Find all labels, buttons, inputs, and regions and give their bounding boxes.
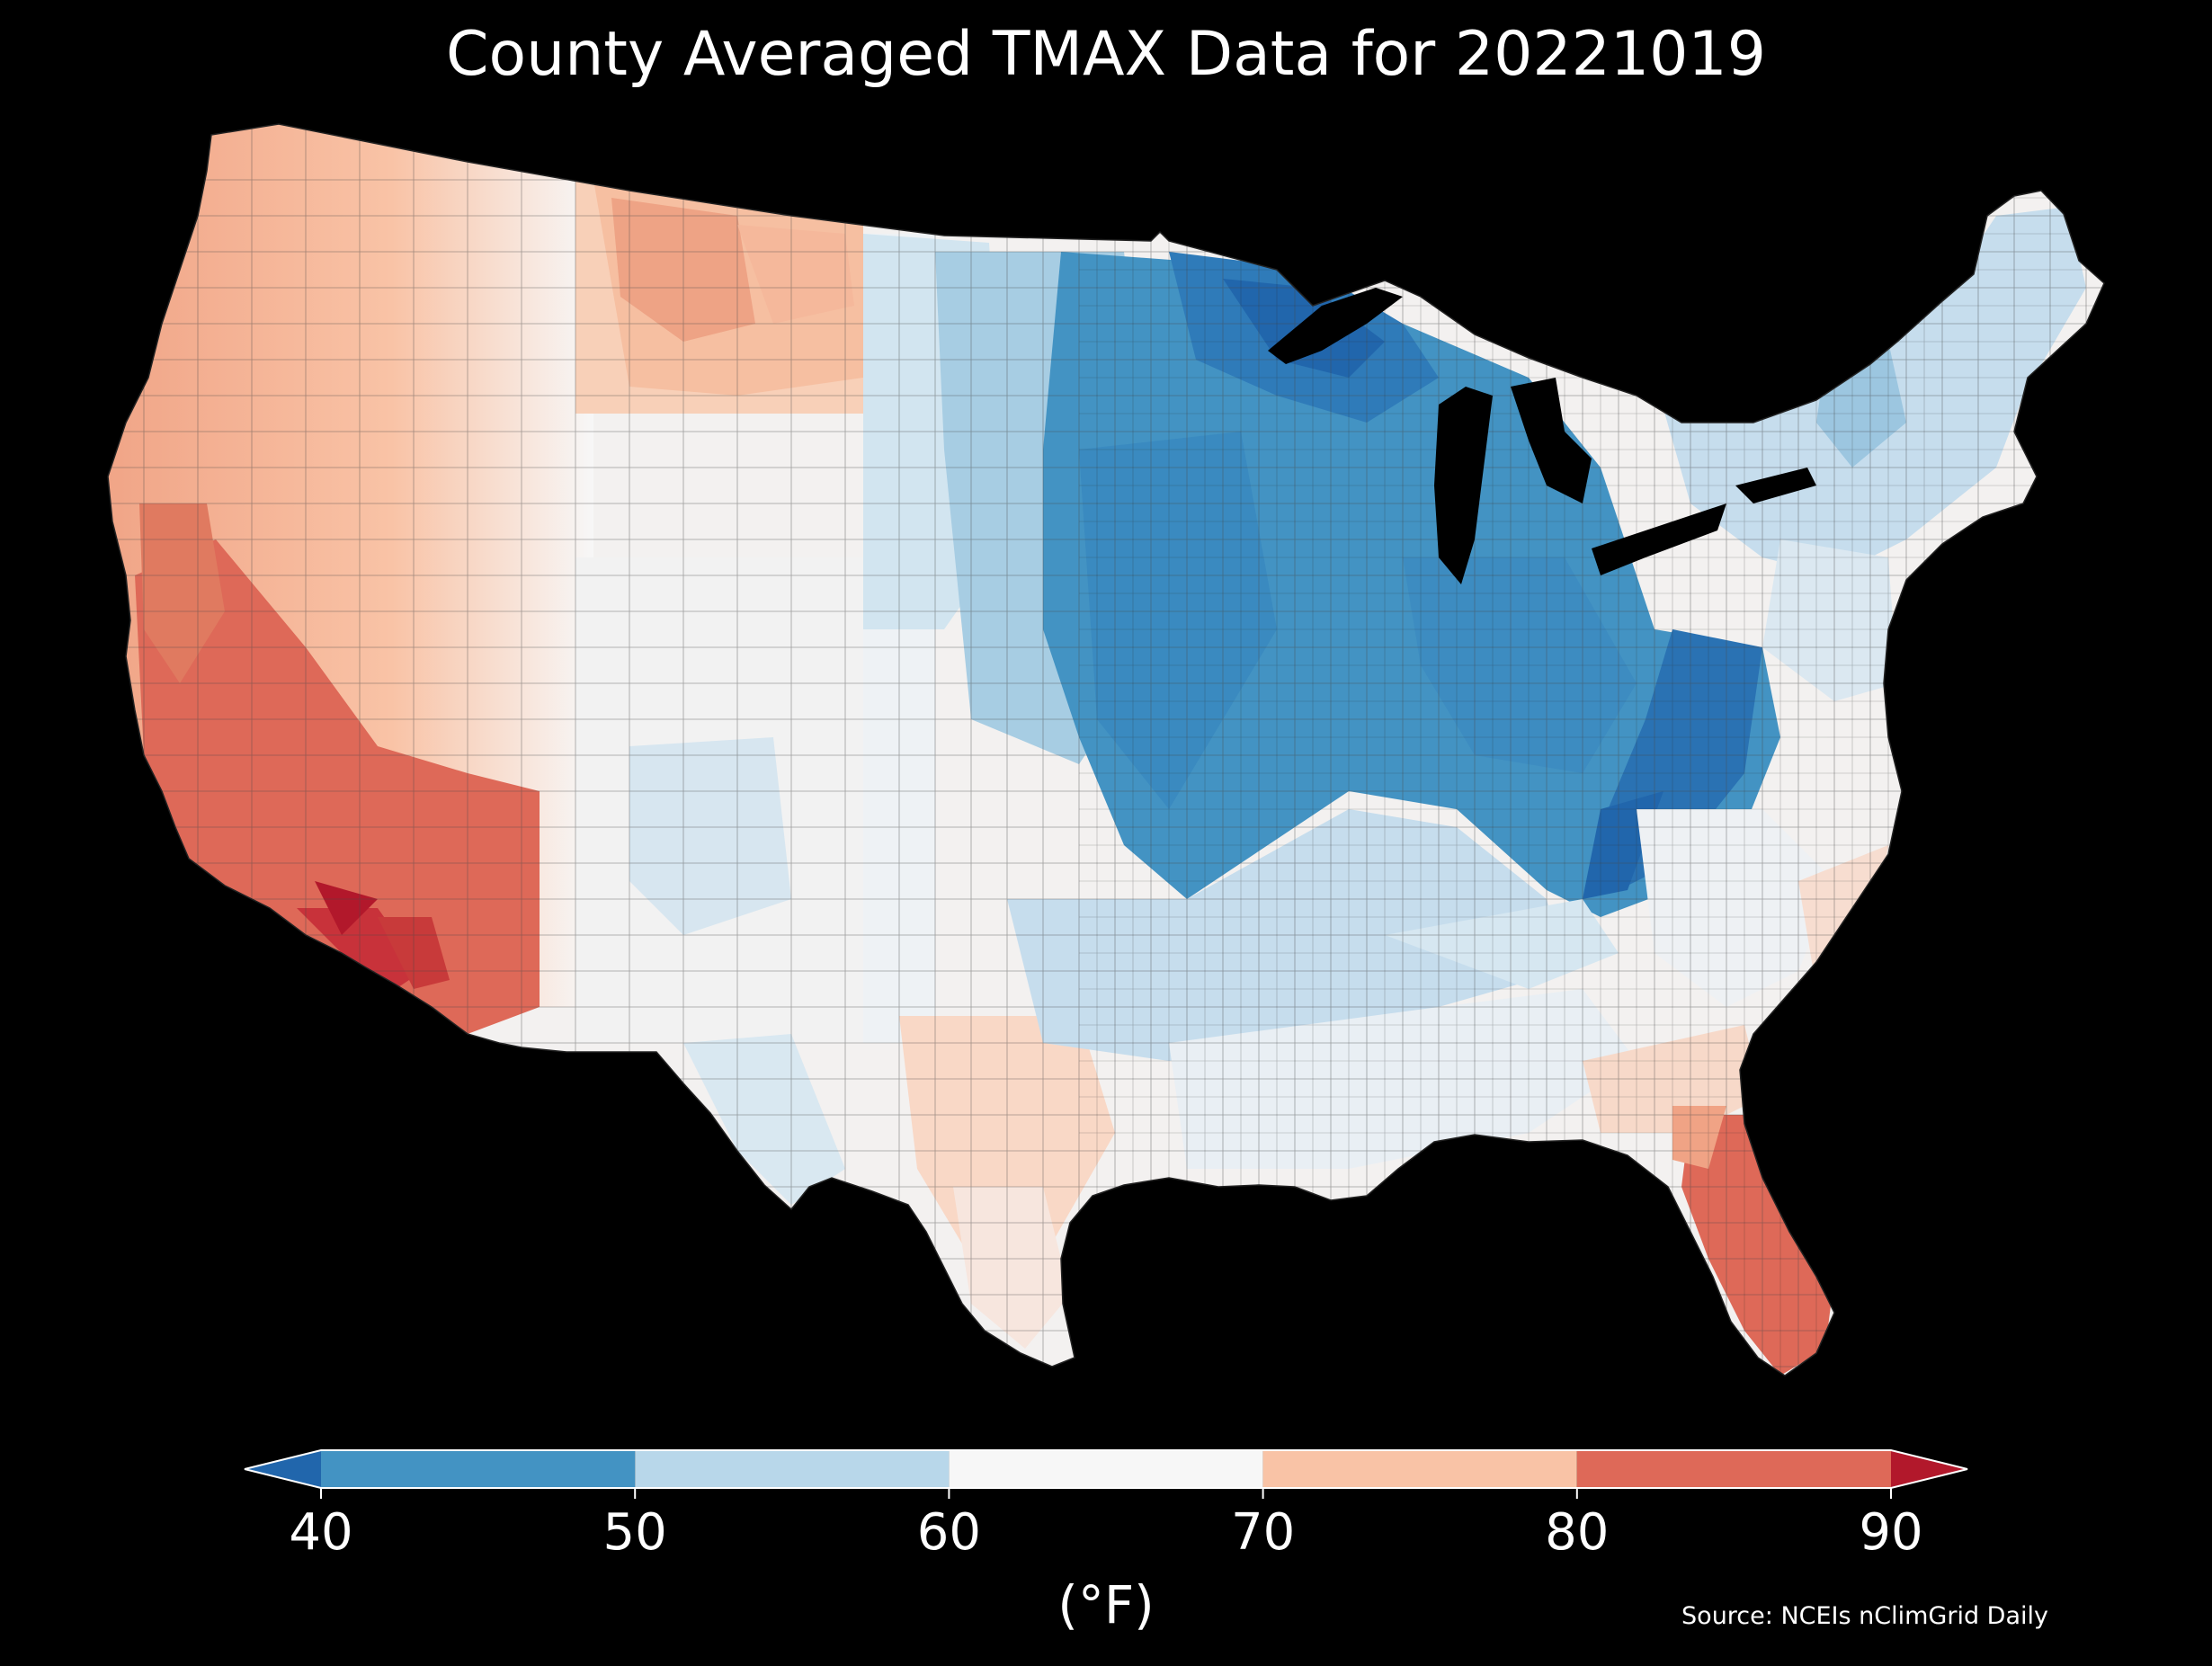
- colorbar-unit-label: (°F): [1057, 1574, 1155, 1635]
- source-credit: Source: NCEIs nClimGrid Daily: [1681, 1602, 2048, 1630]
- colorbar-bin-70-80: [1262, 1450, 1577, 1488]
- colorbar-bins: [321, 1450, 1891, 1488]
- colorbar-bin-40-50: [321, 1450, 636, 1488]
- colorbar-tick-label-60: 60: [916, 1503, 982, 1562]
- great-lakes: [1268, 288, 1816, 584]
- choropleth-map: [107, 123, 2105, 1376]
- colorbar-outline: [244, 1449, 1968, 1489]
- colorbar-under-triangle: [245, 1450, 321, 1488]
- colorbar-tick-label-70: 70: [1230, 1503, 1296, 1562]
- us-outline: [107, 123, 2105, 1376]
- colorbar-bin-80-90: [1576, 1450, 1891, 1488]
- colorbar-bin-50-60: [635, 1450, 950, 1488]
- county-fill-layer: [108, 124, 2104, 1376]
- colorbar-tick-label-50: 50: [602, 1503, 667, 1562]
- map-title: County Averaged TMAX Data for 20221019: [446, 19, 1766, 90]
- colorbar-tick-label-80: 80: [1545, 1503, 1610, 1562]
- colorbar-tick-label-90: 90: [1859, 1503, 1923, 1562]
- colorbar-bin-60-70: [949, 1450, 1263, 1488]
- colorbar-over-triangle: [1891, 1450, 1967, 1488]
- map-area: [107, 123, 2105, 1376]
- colorbar-tick-marks: [320, 1488, 1892, 1499]
- colorbar-tick-label-40: 40: [289, 1503, 353, 1562]
